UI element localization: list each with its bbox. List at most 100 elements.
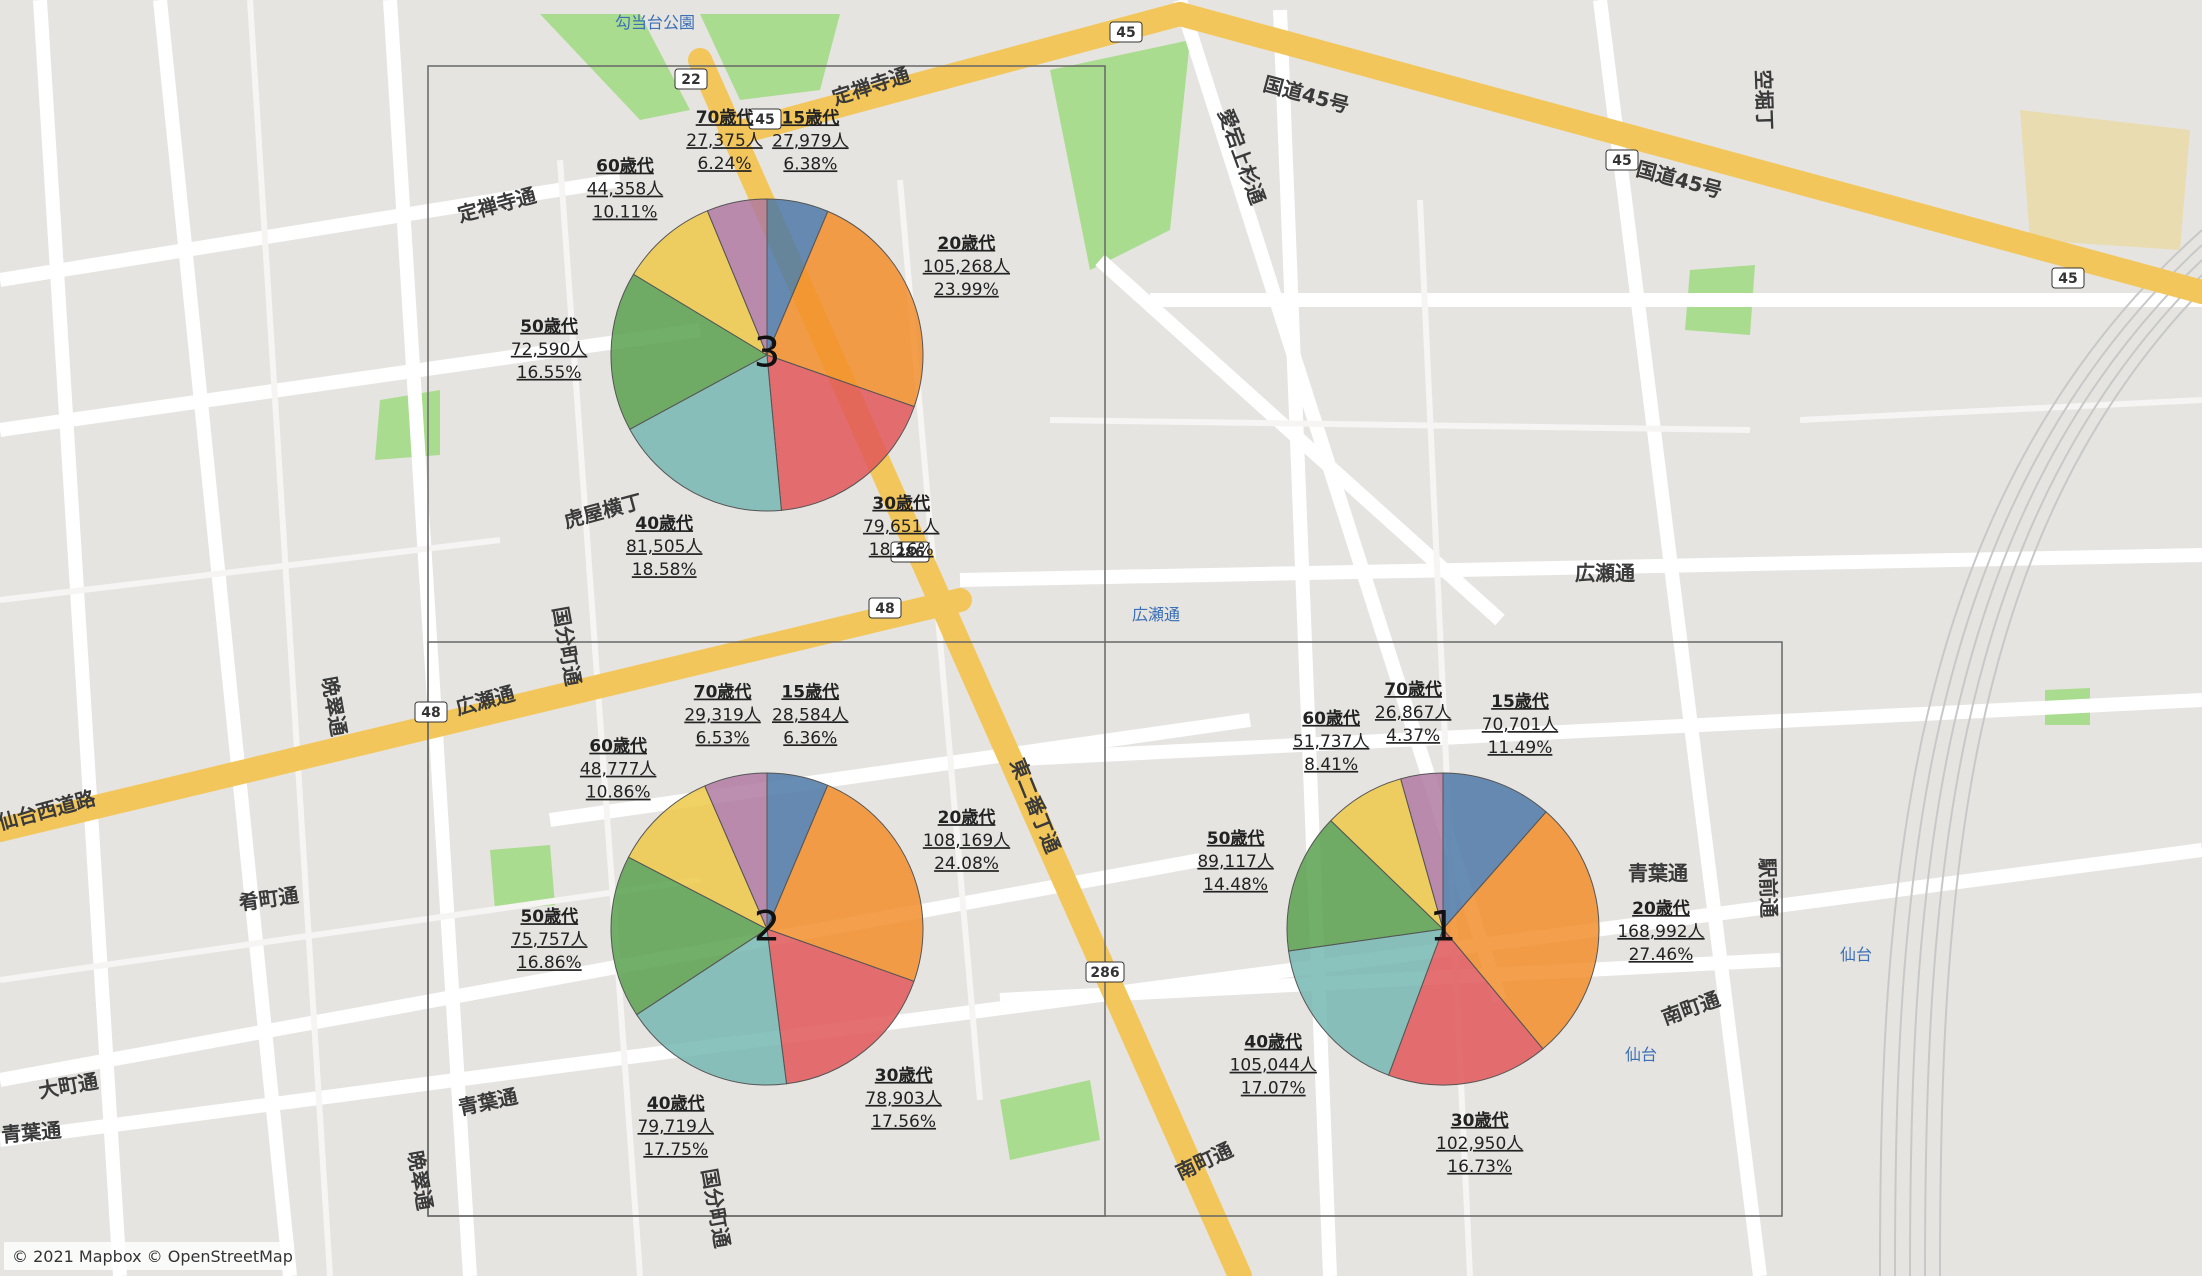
slice-age: 60歳代 — [1302, 708, 1360, 729]
slice-percent: 8.41% — [1304, 755, 1358, 775]
slice-percent: 6.38% — [783, 154, 837, 174]
station-label: 仙台 — [1625, 1045, 1657, 1064]
slice-percent: 18.16% — [869, 540, 934, 560]
slice-percent: 10.11% — [593, 203, 658, 223]
slice-percent: 6.53% — [696, 729, 750, 749]
pie-slice — [610, 856, 768, 1016]
pie-slice — [635, 928, 788, 1086]
slice-count: 75,757人 — [511, 930, 587, 950]
slice-count: 89,117人 — [1197, 852, 1273, 872]
slice-count: 105,044人 — [1230, 1056, 1317, 1076]
slice-percent: 18.58% — [632, 560, 697, 580]
street-label: 青葉通 — [0, 1118, 63, 1147]
pie-slice — [627, 785, 769, 931]
pie-slice — [1288, 928, 1444, 1076]
slice-percent: 17.56% — [871, 1112, 936, 1132]
route-shield: 48 — [875, 601, 894, 617]
route-shield: 48 — [421, 705, 440, 721]
shield-box — [414, 701, 448, 723]
slice-percent: 4.37% — [1386, 726, 1440, 746]
slice-percent: 17.75% — [643, 1140, 708, 1160]
slice-count: 105,268人 — [923, 257, 1010, 277]
slice-age: 50歳代 — [1207, 828, 1265, 849]
street-label: 青葉通 — [1628, 861, 1689, 885]
slice-age: 40歳代 — [635, 513, 693, 534]
slice-count: 27,375人 — [686, 131, 762, 151]
slice-count: 72,590人 — [511, 340, 587, 360]
shield-box — [2051, 267, 2085, 289]
pie-slice — [766, 928, 915, 1085]
pie-slice — [1286, 819, 1445, 952]
pie-slice — [1387, 928, 1544, 1086]
pie-slice — [706, 198, 768, 356]
slice-percent: 16.86% — [517, 953, 582, 973]
slice-age: 20歳代 — [1632, 898, 1690, 919]
route-shield: 45 — [1116, 25, 1135, 41]
route-shield: 286 — [895, 545, 924, 561]
shield-box — [890, 541, 930, 563]
pie-slice — [766, 354, 915, 511]
slice-count: 29,319人 — [684, 706, 760, 726]
pie-number: 2 — [754, 902, 781, 951]
pie-slice — [632, 210, 769, 357]
grid-box — [427, 641, 1783, 1217]
slice-percent: 17.07% — [1241, 1079, 1306, 1099]
route-shields: 45 45 45 45 22 48 48 286 286 — [414, 21, 2085, 983]
pie-slice — [610, 273, 769, 430]
slice-count: 28,584人 — [772, 705, 848, 725]
attribution-bg — [4, 1242, 294, 1270]
slice-age: 70歳代 — [1384, 679, 1442, 700]
pie-slice — [1400, 772, 1444, 930]
pie: 15歳代 70,701人 11.49% 20歳代 168,992人 27.46% 30歳代 1… — [1197, 679, 1704, 1177]
park-label: 勾当台公園 — [615, 13, 695, 32]
pie-layer: 15歳代 27,979人 6.38% 20歳代 105,268人 23.99% 30歳代 79… — [511, 107, 1705, 1177]
street-label: 広瀬通 — [1575, 561, 1636, 585]
slice-count: 44,358人 — [587, 180, 663, 200]
pie-number: 1 — [1430, 902, 1457, 951]
slice-age: 50歳代 — [520, 316, 578, 337]
slice-age: 20歳代 — [938, 233, 996, 254]
slice-count: 79,719人 — [637, 1117, 713, 1137]
slice-age: 70歳代 — [696, 107, 754, 128]
slice-count: 79,651人 — [863, 517, 939, 537]
slice-percent: 16.55% — [517, 363, 582, 383]
slice-age: 70歳代 — [694, 682, 752, 703]
pie-slice — [629, 354, 782, 512]
slice-age: 40歳代 — [647, 1093, 705, 1114]
shield-box — [1605, 149, 1639, 171]
route-shield: 22 — [681, 72, 700, 88]
slice-age: 15歳代 — [782, 107, 840, 128]
pie-slice — [1442, 811, 1600, 1050]
pie-number: 3 — [754, 328, 781, 377]
slice-age: 30歳代 — [872, 493, 930, 514]
pie: 15歳代 27,979人 6.38% 20歳代 105,268人 23.99% 30歳代 79… — [511, 107, 1010, 580]
shield-box — [1109, 21, 1143, 43]
slice-percent: 14.48% — [1203, 875, 1268, 895]
railway — [1879, 229, 2202, 1276]
pie-slice — [1442, 772, 1547, 931]
pie-slice — [704, 772, 768, 930]
slice-count: 108,169人 — [923, 831, 1010, 851]
slice-count: 70,701人 — [1482, 715, 1558, 735]
slice-age: 15歳代 — [781, 681, 839, 702]
slice-percent: 27.46% — [1629, 945, 1694, 965]
shield-box — [674, 68, 708, 90]
attribution: © 2021 Mapbox © OpenStreetMap — [12, 1247, 293, 1266]
parks — [375, 14, 2090, 1160]
slice-count: 48,777人 — [580, 760, 656, 780]
slice-count: 78,903人 — [865, 1089, 941, 1109]
slice-percent: 23.99% — [934, 280, 999, 300]
route-shield: 286 — [1090, 965, 1119, 981]
shield-box — [748, 108, 782, 130]
station-label: 広瀬通 — [1132, 605, 1180, 624]
pie-slice — [766, 210, 924, 408]
shield-box — [1085, 961, 1125, 983]
slice-age: 40歳代 — [1244, 1032, 1302, 1053]
street-label: 駅前通 — [1755, 856, 1781, 919]
slice-age: 60歳代 — [589, 736, 647, 757]
slice-percent: 24.08% — [934, 854, 999, 874]
area — [2020, 110, 2190, 250]
route-shield: 45 — [755, 112, 774, 128]
